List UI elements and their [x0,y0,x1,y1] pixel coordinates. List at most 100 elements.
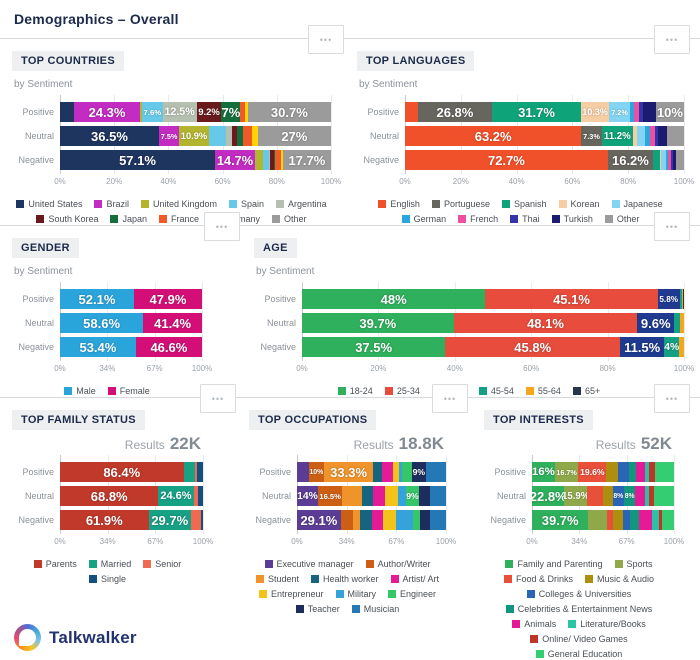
bar-segment[interactable] [643,102,657,122]
legend-item[interactable]: Senior [143,558,181,570]
bar-segment[interactable]: 11.1% [586,486,603,506]
bar-segment[interactable] [606,510,613,530]
legend-item[interactable]: 25-34 [384,385,420,397]
bar-segment[interactable] [193,486,199,506]
talkwalker-brand[interactable]: Talkwalker [14,624,137,651]
bar-segment[interactable]: 16% [532,462,555,482]
bar-segment[interactable] [231,126,237,146]
bar-segment[interactable] [628,462,637,482]
bar-segment[interactable] [658,510,662,530]
bar-segment[interactable] [672,150,676,170]
more-options-button[interactable]: ••• [654,384,690,413]
legend-item[interactable]: Food & Drinks [503,573,573,585]
bar-segment[interactable] [251,126,258,146]
legend-item[interactable]: Portuguese [431,198,490,210]
bar-segment[interactable]: 10.9% [179,126,209,146]
more-options-button[interactable]: ••• [200,384,236,413]
legend-item[interactable]: Literature/Books [568,618,646,630]
legend-item[interactable]: Author/Writer [365,558,430,570]
bar-segment[interactable] [429,486,446,506]
bar-segment[interactable] [412,510,420,530]
legend-item[interactable]: Other [272,213,307,225]
legend-item[interactable]: Engineer [388,588,436,600]
legend-item[interactable]: Student [255,573,299,585]
bar-segment[interactable] [430,510,446,530]
bar-segment[interactable] [396,510,413,530]
bar-segment[interactable]: 10.3% [580,102,610,122]
legend-item[interactable]: Celebrities & Entertainment News [505,603,652,615]
bar-segment[interactable]: 29.1% [297,510,341,530]
bar-segment[interactable] [637,126,645,146]
bar-segment[interactable] [340,510,353,530]
bar-segment[interactable]: 36.5% [60,126,159,146]
bar-segment[interactable] [638,510,652,530]
bar-segment[interactable] [653,150,660,170]
legend-item[interactable]: 65+ [572,385,600,397]
legend-item[interactable]: 55-64 [525,385,561,397]
bar-segment[interactable] [655,126,659,146]
legend-item[interactable]: Sports [614,558,653,570]
bar-segment[interactable]: 68.8% [60,486,159,506]
bar-segment[interactable]: 17.7% [282,150,331,170]
bar-segment[interactable] [617,462,629,482]
bar-segment[interactable]: 26.8% [417,102,493,122]
bar-segment[interactable] [630,510,639,530]
legend-item[interactable]: Colleges & Universities [526,588,631,600]
bar-segment[interactable] [632,126,638,146]
bar-segment[interactable] [280,150,283,170]
bar-segment[interactable] [371,510,383,530]
legend-item[interactable]: 18-24 [337,385,373,397]
bar-segment[interactable] [661,150,666,170]
bar-segment[interactable]: 5.8% [657,289,680,309]
bar-segment[interactable]: 48% [302,289,486,309]
legend-item[interactable]: Thai [510,213,540,225]
bar-segment[interactable]: 6.5% [208,126,227,146]
legend-item[interactable]: Family and Parenting [505,558,603,570]
bar-segment[interactable]: 57.1% [60,150,216,170]
legend-item[interactable]: South Korea [36,213,98,225]
bar-segment[interactable]: 7.5% [158,126,180,146]
legend-item[interactable]: Entrepreneur [258,588,324,600]
bar-segment[interactable]: 9.2% [196,102,222,122]
bar-segment[interactable]: 9.6% [637,313,675,333]
bar-segment[interactable] [645,486,649,506]
legend-item[interactable]: General Education [535,648,622,660]
bar-segment[interactable] [372,486,385,506]
legend-item[interactable]: Argentina [276,198,327,210]
bar-segment[interactable] [648,462,655,482]
legend-item[interactable]: France [159,213,199,225]
bar-segment[interactable] [194,462,198,482]
legend-item[interactable]: Online/ Video Games [530,633,628,645]
more-options-button[interactable]: ••• [204,212,240,241]
bar-segment[interactable]: 8% [612,486,624,506]
bar-segment[interactable]: 12.5% [162,102,197,122]
bar-segment[interactable] [425,462,446,482]
bar-segment[interactable]: 13.2% [342,486,363,506]
bar-segment[interactable]: 30.7% [247,102,331,122]
bar-segment[interactable] [650,126,656,146]
bar-segment[interactable] [243,126,252,146]
bar-segment[interactable]: 7.2% [609,102,630,122]
bar-segment[interactable]: 24.3% [74,102,140,122]
legend-item[interactable]: Married [88,558,131,570]
bar-segment[interactable]: 47.9% [133,289,202,309]
bar-segment[interactable] [263,150,270,170]
bar-segment[interactable] [675,150,684,170]
bar-segment[interactable]: 61.9% [60,510,149,530]
legend-item[interactable]: Executive manager [264,558,354,570]
bar-segment[interactable]: 19.6% [578,462,607,482]
legend-item[interactable]: Musician [351,603,399,615]
bar-segment[interactable]: 7% [635,486,646,506]
bar-segment[interactable] [399,462,402,482]
bar-segment[interactable]: 7.6% [142,102,163,122]
bar-segment[interactable] [405,102,418,122]
bar-segment[interactable] [653,486,674,506]
bar-segment[interactable] [648,486,654,506]
legend-item[interactable]: Japan [110,213,147,225]
legend-item[interactable]: Spain [229,198,264,210]
bar-segment[interactable]: 22.8% [532,486,565,506]
bar-segment[interactable] [362,486,373,506]
bar-segment[interactable] [654,462,674,482]
bar-segment[interactable]: 63.2% [405,126,582,146]
bar-segment[interactable] [200,510,203,530]
